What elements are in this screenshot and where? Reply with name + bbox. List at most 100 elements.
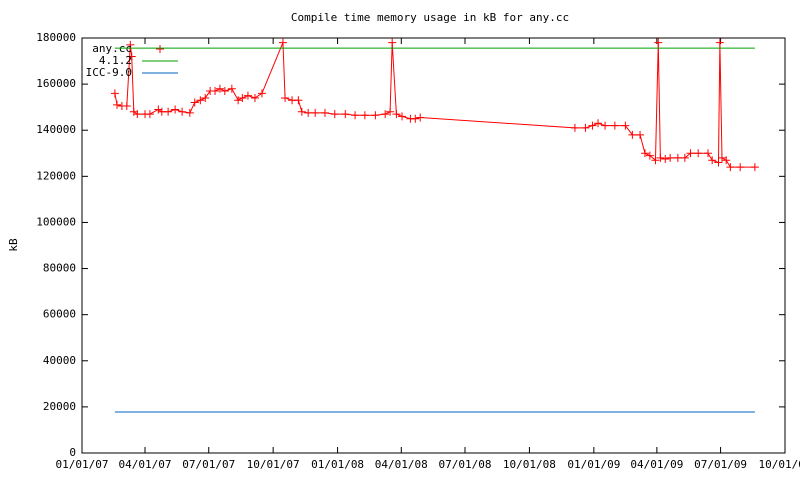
point-marker — [351, 111, 360, 120]
x-tick-label: 07/01/09 — [694, 458, 747, 471]
point-marker — [278, 38, 287, 47]
x-tick-label: 10/01/09 — [759, 458, 800, 471]
y-tick-label: 40000 — [43, 354, 76, 367]
point-marker — [601, 121, 610, 130]
point-marker — [311, 108, 320, 117]
plot-border — [81, 37, 786, 454]
point-marker — [320, 108, 329, 117]
chart-title: Compile time memory usage in kB for any.… — [291, 11, 569, 24]
point-marker — [645, 151, 654, 160]
point-marker — [570, 123, 579, 132]
y-tick-label: 80000 — [43, 262, 76, 275]
point-marker — [715, 38, 724, 47]
point-marker — [330, 110, 339, 119]
x-tick-label: 04/01/07 — [119, 458, 172, 471]
series-line — [114, 42, 755, 168]
point-marker — [594, 119, 603, 128]
point-marker — [621, 121, 630, 130]
x-tick-label: 01/01/08 — [311, 458, 364, 471]
point-marker — [581, 123, 590, 132]
point-marker — [673, 153, 682, 162]
x-tick-label: 07/01/07 — [182, 458, 235, 471]
point-marker — [145, 110, 154, 119]
point-marker — [371, 111, 380, 120]
point-marker — [666, 153, 675, 162]
point-marker — [257, 89, 266, 98]
point-marker — [661, 155, 670, 164]
point-marker — [122, 102, 131, 111]
point-marker — [234, 96, 243, 105]
point-marker — [381, 110, 390, 119]
point-marker — [178, 107, 187, 116]
x-tick-label: 04/01/09 — [630, 458, 683, 471]
point-marker — [588, 121, 597, 130]
y-axis-label: kB — [7, 238, 20, 252]
point-marker — [238, 93, 247, 102]
legend-label: 4.1.2 — [99, 54, 132, 67]
point-marker — [392, 110, 401, 119]
point-marker — [360, 111, 369, 120]
point-marker — [694, 149, 703, 158]
x-tick-label: 10/01/07 — [247, 458, 300, 471]
point-marker — [640, 149, 649, 158]
y-tick-label: 120000 — [36, 169, 76, 182]
point-marker — [196, 96, 205, 105]
y-tick-label: 20000 — [43, 400, 76, 413]
point-marker — [722, 156, 731, 165]
point-marker — [126, 40, 135, 49]
point-marker — [243, 91, 252, 100]
point-marker — [211, 87, 220, 96]
point-marker — [416, 113, 425, 122]
point-marker — [294, 96, 303, 105]
point-marker — [164, 107, 173, 116]
point-marker — [341, 110, 350, 119]
legend-label: ICC-9.0 — [86, 66, 132, 79]
x-tick-label: 01/01/09 — [567, 458, 620, 471]
point-marker — [628, 130, 637, 139]
point-marker — [201, 93, 210, 102]
point-marker — [110, 89, 119, 98]
x-tick-label: 01/01/07 — [56, 458, 109, 471]
point-marker — [726, 163, 735, 172]
y-tick-label: 160000 — [36, 77, 76, 90]
point-marker — [703, 149, 712, 158]
y-tick-label: 60000 — [43, 308, 76, 321]
point-marker — [220, 87, 229, 96]
point-marker — [708, 156, 717, 165]
y-tick-label: 140000 — [36, 123, 76, 136]
point-marker — [736, 163, 745, 172]
point-marker — [113, 100, 122, 109]
point-marker — [304, 108, 313, 117]
point-marker — [636, 130, 645, 139]
point-marker — [411, 114, 420, 123]
point-marker — [651, 156, 660, 165]
point-marker — [156, 45, 164, 53]
point-marker — [680, 153, 689, 162]
point-marker — [610, 121, 619, 130]
x-tick-label: 07/01/08 — [439, 458, 492, 471]
point-marker — [714, 158, 723, 167]
y-tick-label: 180000 — [36, 31, 76, 44]
point-marker — [654, 38, 663, 47]
legend-label: any.cc — [92, 42, 132, 55]
point-marker — [281, 93, 290, 102]
y-tick-label: 100000 — [36, 215, 76, 228]
point-marker — [171, 105, 180, 114]
point-marker — [388, 38, 397, 47]
point-marker — [227, 84, 236, 93]
y-tick-label: 0 — [69, 446, 76, 459]
point-marker — [397, 112, 406, 121]
point-marker — [386, 107, 395, 116]
point-marker — [750, 163, 759, 172]
point-marker — [656, 153, 665, 162]
x-tick-label: 10/01/08 — [503, 458, 556, 471]
x-tick-label: 04/01/08 — [375, 458, 428, 471]
point-marker — [297, 107, 306, 116]
point-marker — [190, 98, 199, 107]
point-marker — [250, 93, 259, 102]
point-marker — [717, 153, 726, 162]
point-marker — [133, 110, 142, 119]
point-marker — [185, 108, 194, 117]
point-marker — [127, 52, 136, 61]
